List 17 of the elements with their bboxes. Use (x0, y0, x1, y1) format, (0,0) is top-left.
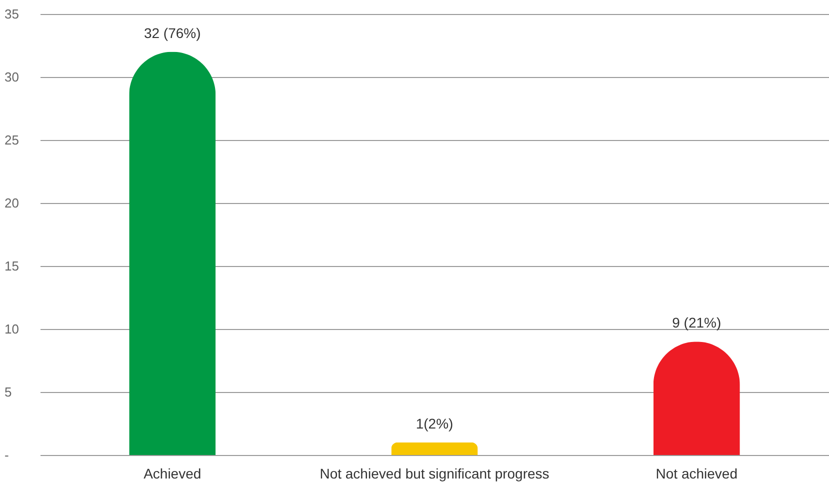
y-tick-label: 5 (4, 384, 12, 400)
bar (391, 442, 478, 455)
x-tick-label: Not achieved (656, 466, 738, 482)
data-label: 1(2%) (416, 415, 454, 432)
y-tick-label: 30 (4, 70, 19, 84)
data-label: 32 (76%) (144, 24, 201, 41)
y-tick-label: 25 (4, 132, 19, 148)
x-tick-label: Not achieved but significant progress (320, 466, 550, 482)
y-tick-label: 15 (4, 258, 19, 274)
y-tick-label: 20 (4, 196, 19, 210)
x-tick-label: Achieved (144, 466, 202, 482)
y-tick-label: 35 (4, 6, 19, 22)
y-tick-label: - (4, 448, 9, 462)
bar (129, 52, 216, 455)
bar (653, 342, 740, 455)
data-label: 9 (21%) (672, 314, 722, 331)
y-tick-label: 10 (4, 322, 19, 336)
